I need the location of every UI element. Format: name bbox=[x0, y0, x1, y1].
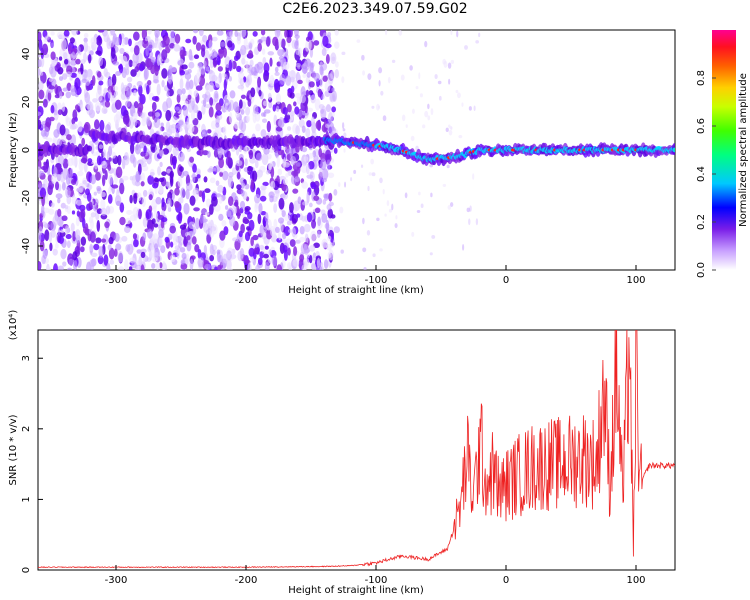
x-tick-label: -100 bbox=[365, 575, 388, 586]
y-tick-label: -20 bbox=[21, 190, 32, 206]
x-tick-label: -100 bbox=[365, 275, 388, 286]
snr-panel: -300 -200 -100 0 100 0 1 2 3 Height of straight… bbox=[8, 310, 676, 596]
bottom-y-axis-label: SNR (10 * v/v) bbox=[8, 414, 19, 485]
x-tick-label: 0 bbox=[503, 575, 509, 586]
top-x-axis-label: Height of straight line (km) bbox=[288, 285, 424, 296]
top-x-ticks: -300 -200 -100 0 100 bbox=[105, 265, 646, 286]
top-y-axis-label: Frequency (Hz) bbox=[8, 112, 19, 188]
x-tick-label: -200 bbox=[235, 575, 258, 586]
colorbar-ticks: 0.0 0.2 0.4 0.6 0.8 bbox=[696, 70, 716, 278]
x-tick-label: 100 bbox=[626, 575, 645, 586]
top-y-ticks: -40 -20 0 20 40 bbox=[21, 48, 43, 254]
colorbar-tick-label: 0.8 bbox=[696, 70, 707, 86]
y-tick-label: 3 bbox=[21, 355, 32, 361]
bottom-x-ticks: -300 -200 -100 0 100 bbox=[105, 565, 646, 586]
y-tick-label: 40 bbox=[21, 48, 32, 61]
spectrogram-heatmap bbox=[38, 30, 675, 270]
y-tick-label: 2 bbox=[21, 426, 32, 432]
y-tick-label: 20 bbox=[21, 96, 32, 109]
y-multiplier-label: (x10⁴) bbox=[8, 310, 19, 341]
colorbar-label: Normalized spectral amplitude bbox=[738, 73, 749, 227]
colorbar-tick-label: 0.2 bbox=[696, 214, 707, 230]
colorbar-gradient bbox=[712, 30, 736, 270]
y-tick-label: 1 bbox=[21, 496, 32, 502]
y-tick-label: 0 bbox=[21, 567, 32, 573]
colorbar-tick-label: 0.0 bbox=[696, 262, 707, 278]
x-tick-label: -300 bbox=[105, 575, 128, 586]
snr-series-line bbox=[38, 330, 675, 569]
chart-title: C2E6.2023.349.07.59.G02 bbox=[282, 1, 468, 17]
colorbar-tick-label: 0.6 bbox=[696, 118, 707, 134]
bottom-y-ticks: 0 1 2 3 bbox=[21, 355, 43, 573]
x-tick-label: 0 bbox=[503, 275, 509, 286]
y-tick-label: -40 bbox=[21, 238, 32, 254]
x-tick-label: -300 bbox=[105, 275, 128, 286]
x-tick-label: 100 bbox=[626, 275, 645, 286]
y-tick-label: 0 bbox=[21, 147, 32, 153]
colorbar-tick-label: 0.4 bbox=[696, 166, 707, 182]
bottom-x-axis-label: Height of straight line (km) bbox=[288, 585, 424, 596]
x-tick-label: -200 bbox=[235, 275, 258, 286]
colorbar: 0.0 0.2 0.4 0.6 0.8 Normalized spectral ampl… bbox=[696, 30, 749, 278]
